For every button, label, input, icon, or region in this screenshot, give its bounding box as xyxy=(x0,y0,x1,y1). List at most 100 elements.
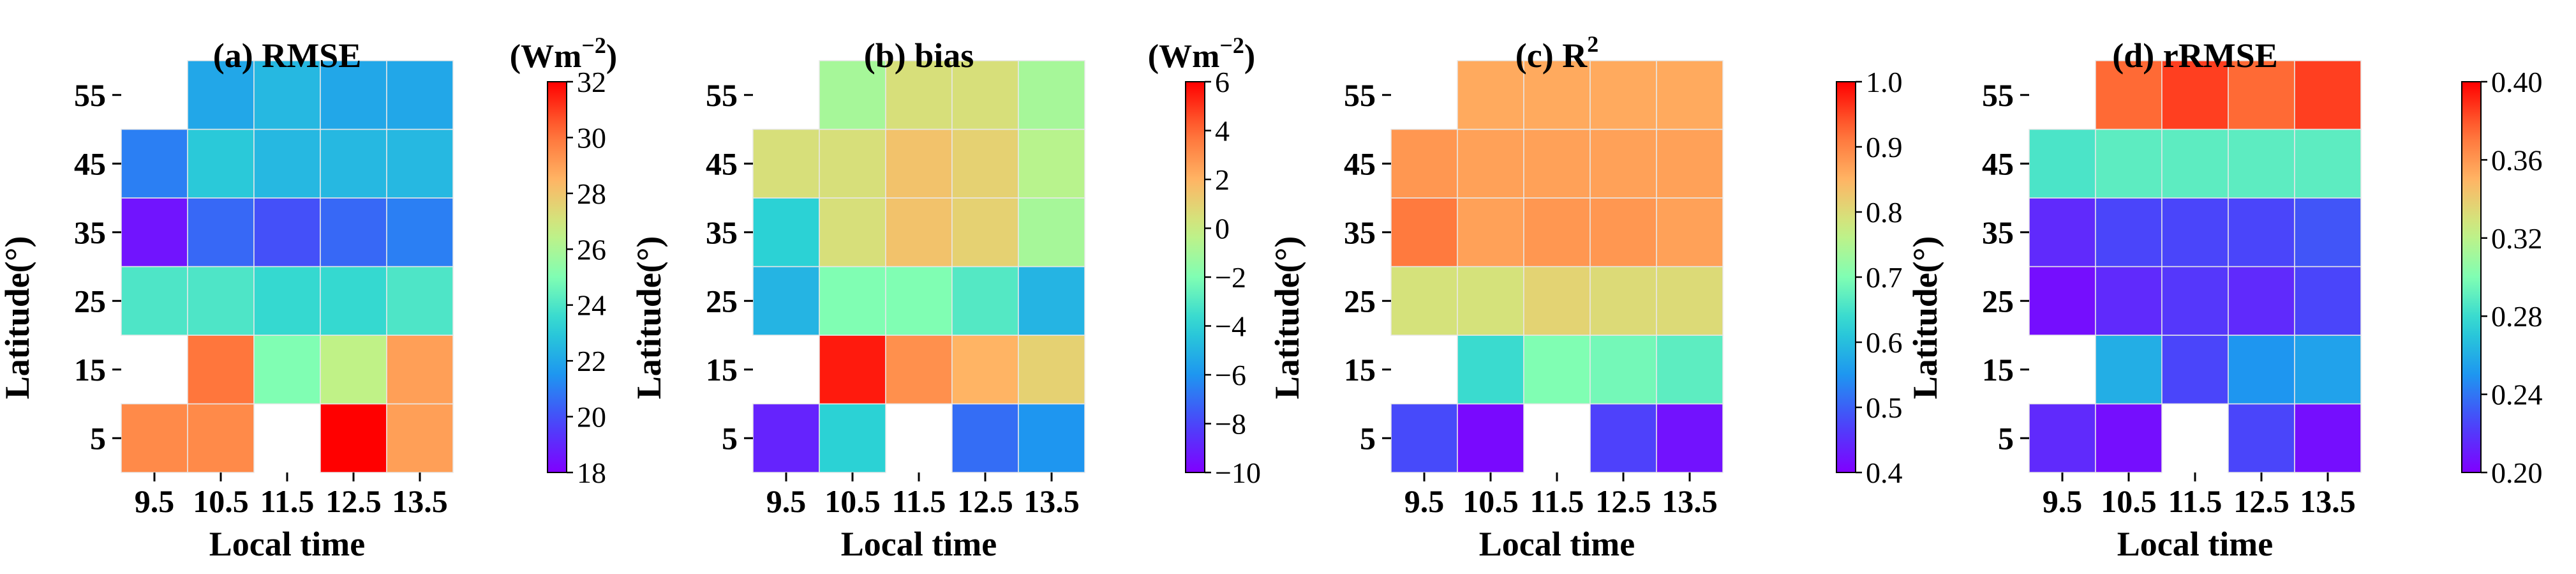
heatmap-cell xyxy=(1457,267,1524,336)
panel-title: (c) R2 xyxy=(1515,31,1598,75)
y-tick-label: 45 xyxy=(1982,146,2014,181)
x-tick-label: 13.5 xyxy=(392,483,448,519)
x-tick-label: 10.5 xyxy=(193,483,249,519)
y-tick-label: 15 xyxy=(1344,352,1376,388)
heatmap-cell xyxy=(1018,198,1085,267)
heatmap-cell xyxy=(1524,335,1590,404)
heatmap-cell xyxy=(2162,130,2228,199)
heatmap-cell xyxy=(188,130,254,199)
heatmap-cell xyxy=(2096,130,2162,199)
heatmap-cell xyxy=(1457,61,1524,130)
panel-title: (b) bias xyxy=(864,36,974,75)
heatmap-cell xyxy=(2295,198,2361,267)
heatmap-cell xyxy=(320,404,387,473)
heatmap-cell xyxy=(886,130,952,199)
colorbar-tick-label: 30 xyxy=(577,121,606,154)
heatmap-cell xyxy=(2096,404,2162,473)
heatmap-cell xyxy=(2162,335,2228,404)
colorbar-unit-label: (Wm−2) xyxy=(1148,33,1255,75)
heatmap-cell xyxy=(1524,198,1590,267)
colorbar xyxy=(1836,82,1856,472)
colorbar-tick-label: 0.32 xyxy=(2491,222,2543,255)
heatmap-cell xyxy=(1391,404,1457,473)
x-tick-label: 10.5 xyxy=(1463,483,1519,519)
colorbar-tick-label: 18 xyxy=(577,457,606,489)
heatmap-cell xyxy=(1590,404,1657,473)
colorbar-tick-label: 0.8 xyxy=(1866,196,1903,229)
heatmap-cell xyxy=(320,267,387,336)
heatmap-cell xyxy=(387,267,453,336)
y-tick-label: 5 xyxy=(90,420,106,456)
heatmap-cell xyxy=(886,267,952,336)
heatmap-cell xyxy=(2295,335,2361,404)
x-tick-label: 9.5 xyxy=(1404,483,1445,519)
heatmap-cell xyxy=(2029,267,2096,336)
panel-b: 5 15 25 35 45 55 9.5 10.5 11.5 12.5 13.5 Local time… xyxy=(630,33,1261,563)
x-tick-label: 10.5 xyxy=(824,483,881,519)
heatmap-cell xyxy=(2295,61,2361,130)
heatmap-cell xyxy=(753,198,819,267)
heatmap-cell xyxy=(2029,130,2096,199)
heatmap-cell xyxy=(753,267,819,336)
y-tick-label: 15 xyxy=(1982,352,2014,388)
y-axis-label: Latitude(°) xyxy=(630,236,668,400)
heatmap-cell xyxy=(886,335,952,404)
colorbar xyxy=(2462,82,2481,472)
heatmap-cell xyxy=(1018,61,1085,130)
colorbar-tick-label: 0.40 xyxy=(2491,66,2543,98)
colorbar-tick-label: 24 xyxy=(577,289,606,322)
x-tick-label: 11.5 xyxy=(260,483,315,519)
heatmap-cell xyxy=(387,335,453,404)
heatmap-cell xyxy=(1391,267,1457,336)
colorbar xyxy=(547,82,567,472)
heatmap-cell xyxy=(1590,130,1657,199)
x-tick-label: 11.5 xyxy=(2168,483,2222,519)
y-tick-label: 25 xyxy=(1344,283,1376,319)
heatmap-cell xyxy=(952,130,1018,199)
y-tick-label: 25 xyxy=(706,283,738,319)
panel-title: (d) rRMSE xyxy=(2112,36,2277,75)
colorbar-tick-label: 0.24 xyxy=(2491,379,2543,411)
heatmap-cell xyxy=(753,130,819,199)
heatmap-cell xyxy=(1657,404,1723,473)
heatmap-cell xyxy=(952,198,1018,267)
heatmap-cell xyxy=(2228,130,2295,199)
colorbar-tick-label: −2 xyxy=(1215,261,1246,294)
y-tick-label: 45 xyxy=(1344,146,1376,181)
colorbar-tick-label: 0.36 xyxy=(2491,144,2543,176)
colorbar-tick-label: 20 xyxy=(577,401,606,434)
heatmap-cell xyxy=(1457,335,1524,404)
heatmap-cell xyxy=(1657,198,1723,267)
x-tick-label: 13.5 xyxy=(2300,483,2356,519)
heatmap-cell xyxy=(1018,404,1085,473)
x-tick-label: 11.5 xyxy=(1530,483,1584,519)
heatmap-cell xyxy=(886,198,952,267)
heatmap-cell xyxy=(188,267,254,336)
heatmap-cell xyxy=(819,198,886,267)
heatmap-cell xyxy=(1018,130,1085,199)
heatmap-cell xyxy=(254,198,320,267)
x-tick-label: 11.5 xyxy=(892,483,946,519)
colorbar-tick-label: −8 xyxy=(1215,408,1246,441)
heatmap-cell xyxy=(387,198,453,267)
heatmap-cell xyxy=(1590,61,1657,130)
heatmap-cell xyxy=(320,130,387,199)
y-tick-label: 55 xyxy=(1344,77,1376,113)
y-tick-label: 35 xyxy=(74,215,106,250)
heatmap-cell xyxy=(2228,404,2295,473)
panel-c: 515253545559.5 10.5 11.5 12.5 13.5Local time… xyxy=(1268,31,1903,563)
heatmap-cell xyxy=(819,130,886,199)
y-tick-label: 35 xyxy=(1982,215,2014,250)
heatmap-cell xyxy=(2029,198,2096,267)
colorbar-tick-label: −4 xyxy=(1215,310,1246,343)
heatmap-cell xyxy=(387,404,453,473)
heatmap-cell xyxy=(1457,404,1524,473)
heatmap-cell xyxy=(819,335,886,404)
heatmap-cell xyxy=(1018,335,1085,404)
x-axis-label: Local time xyxy=(209,525,365,563)
y-tick-label: 25 xyxy=(1982,283,2014,319)
y-tick-label: 15 xyxy=(706,352,738,388)
y-tick-label: 5 xyxy=(1998,420,2014,456)
y-axis-label: Latitude(°) xyxy=(0,236,36,400)
y-tick-label: 45 xyxy=(74,146,106,181)
